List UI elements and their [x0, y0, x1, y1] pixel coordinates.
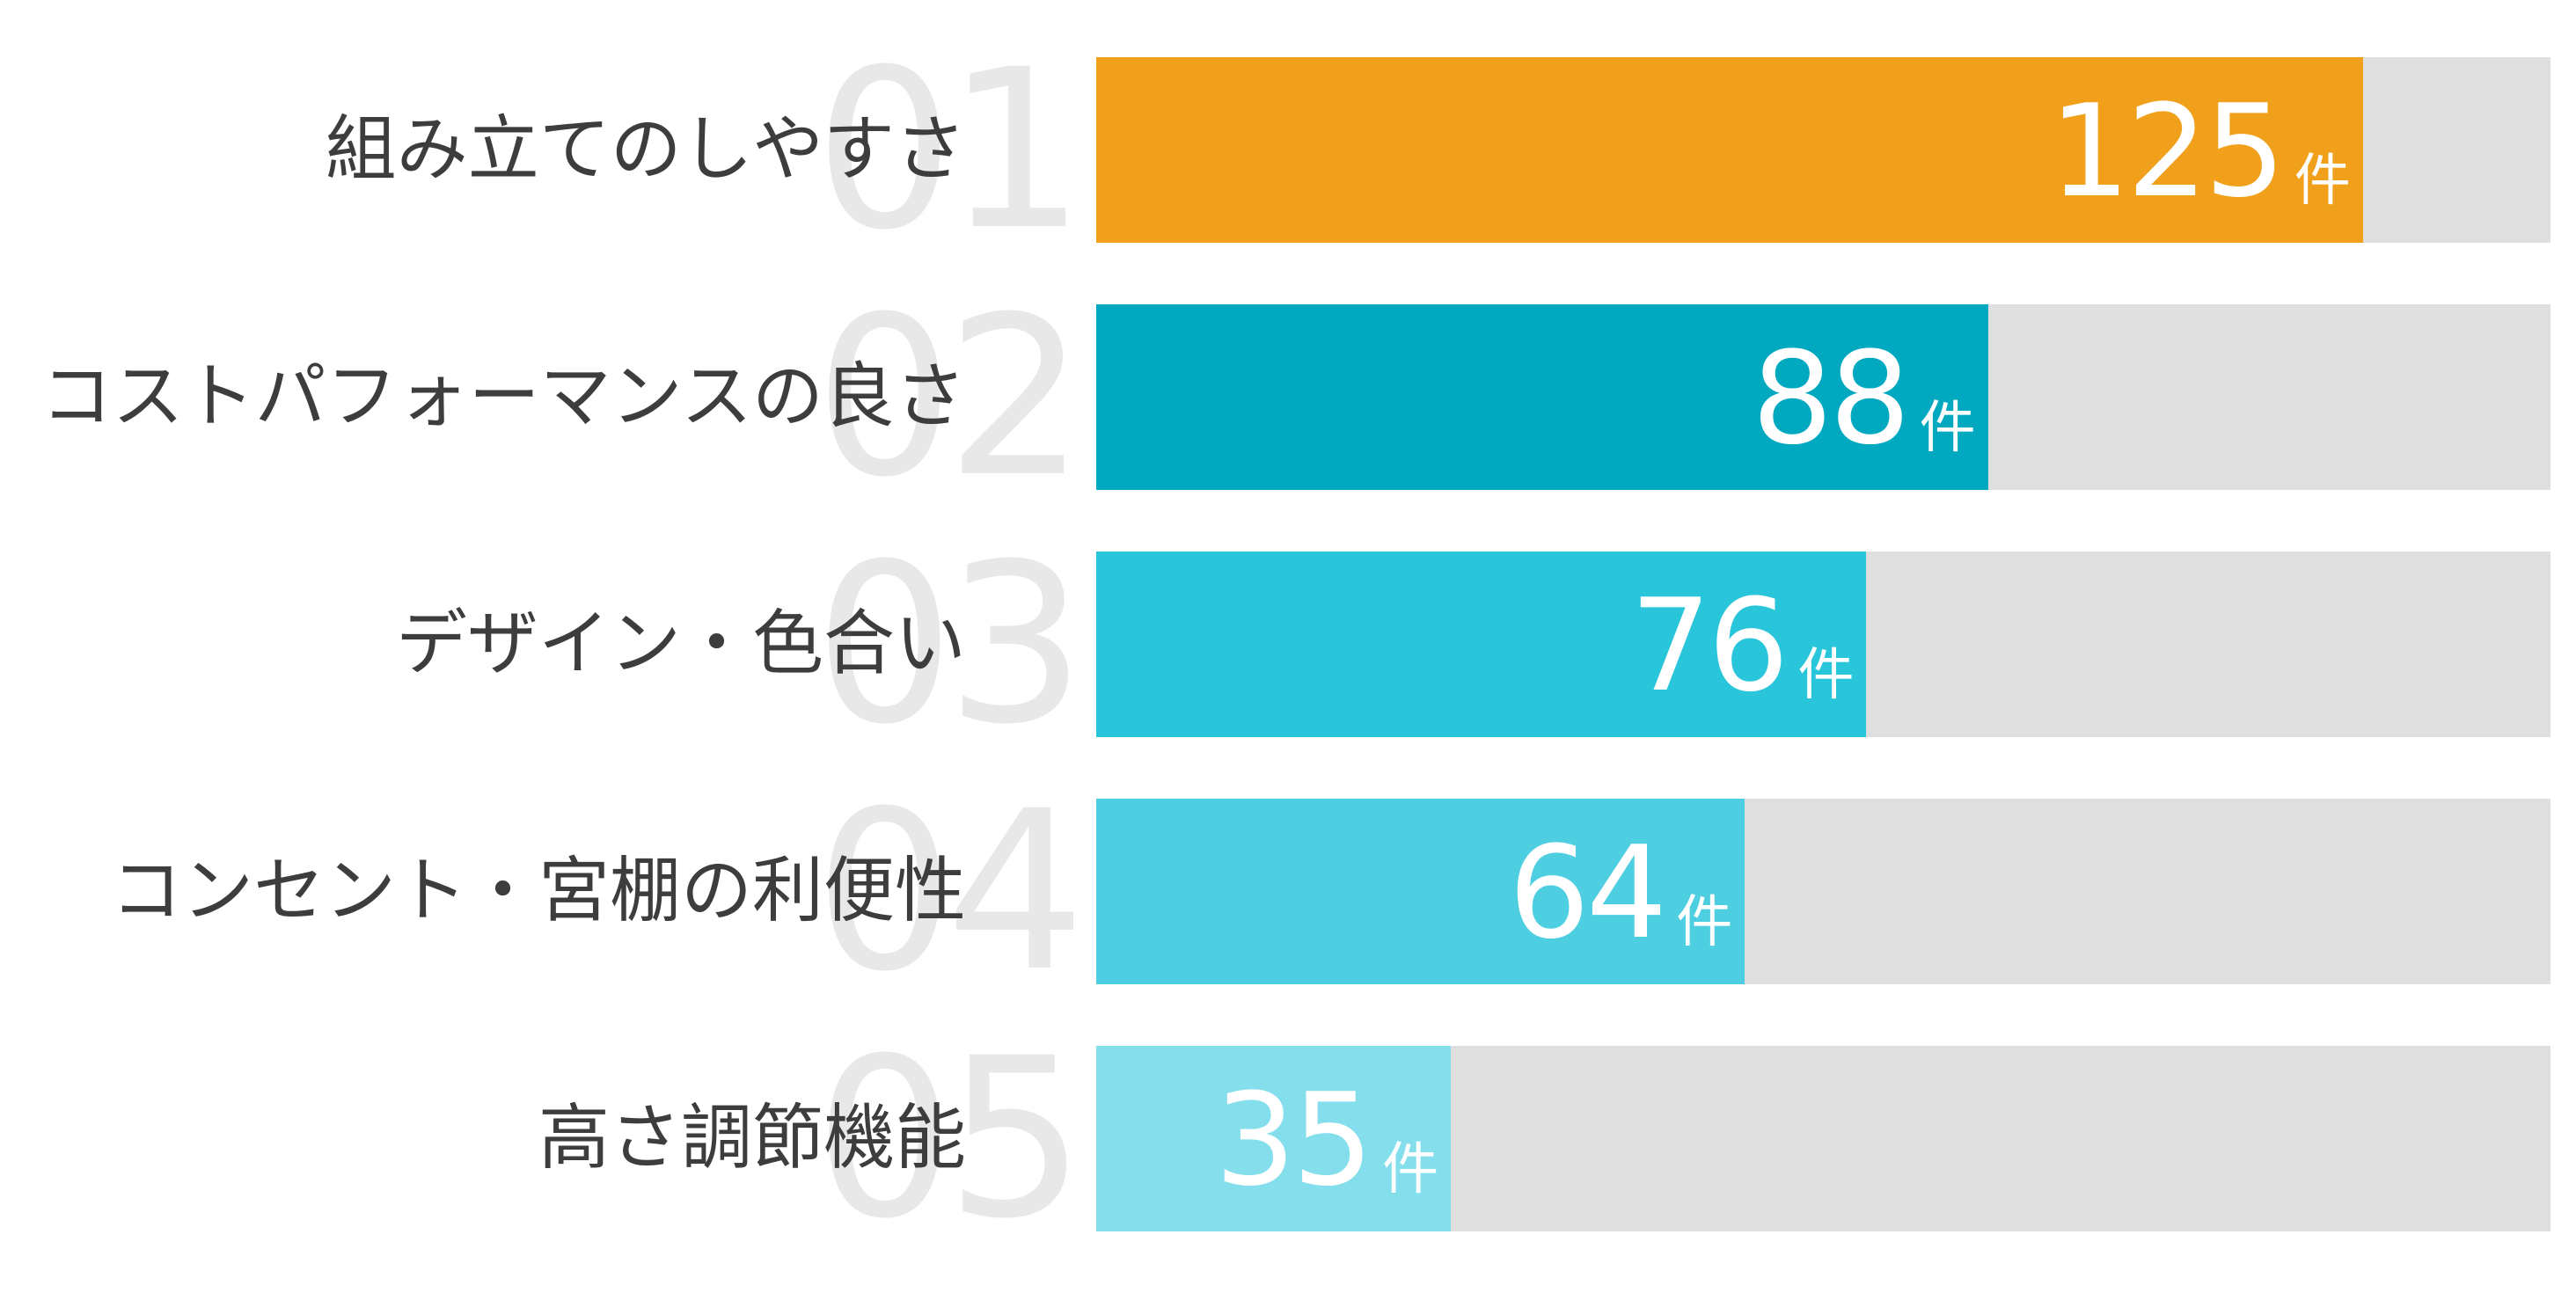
bar-value-unit: 件 — [1382, 1137, 1439, 1202]
bar-value-group: 35 件 — [1215, 1077, 1439, 1204]
rank-number: 01 — [814, 21, 1086, 278]
bar-value-unit: 件 — [1919, 396, 1976, 461]
rank-number: 02 — [814, 268, 1086, 525]
chart-row: 04 コンセント・宮棚の利便性 64 件 — [0, 781, 2576, 1001]
bar-value: 88 — [1752, 325, 1911, 473]
bar-fill: 64 件 — [1096, 799, 1745, 984]
bar-track: 64 件 — [1096, 799, 2550, 984]
category-label: コンセント・宮棚の利便性 — [110, 849, 966, 932]
bar-track: 35 件 — [1096, 1046, 2550, 1231]
bar-track: 125 件 — [1096, 57, 2550, 243]
rank-number: 03 — [814, 515, 1086, 772]
category-label: 高さ調節機能 — [538, 1096, 966, 1180]
category-label-area: 04 コンセント・宮棚の利便性 — [0, 781, 1096, 1001]
category-label: コストパフォーマンスの良さ — [40, 354, 966, 438]
category-label-area: 02 コストパフォーマンスの良さ — [0, 287, 1096, 507]
bar-value-unit: 件 — [2294, 149, 2351, 214]
bar-value-group: 64 件 — [1509, 829, 1733, 957]
chart-row: 03 デザイン・色合い 76 件 — [0, 534, 2576, 754]
bar-value: 35 — [1214, 1066, 1374, 1215]
category-label-area: 05 高さ調節機能 — [0, 1028, 1096, 1248]
bar-fill: 88 件 — [1096, 304, 1988, 490]
bar-fill: 125 件 — [1096, 57, 2363, 243]
category-label: 組み立てのしやすさ — [325, 107, 966, 191]
bar-value-unit: 件 — [1797, 643, 1855, 708]
chart-row: 02 コストパフォーマンスの良さ 88 件 — [0, 287, 2576, 507]
bar-value-group: 88 件 — [1752, 335, 1976, 463]
chart-row: 05 高さ調節機能 35 件 — [0, 1028, 2576, 1248]
category-label: デザイン・色合い — [395, 602, 966, 685]
bar-value: 125 — [2049, 77, 2286, 226]
chart-row: 01 組み立てのしやすさ 125 件 — [0, 40, 2576, 259]
bar-value-group: 76 件 — [1630, 582, 1855, 710]
category-label-area: 01 組み立てのしやすさ — [0, 40, 1096, 259]
bar-value-group: 125 件 — [2049, 88, 2351, 216]
bar-value: 64 — [1508, 819, 1668, 968]
bar-fill: 35 件 — [1096, 1046, 1452, 1231]
bar-value: 76 — [1629, 572, 1789, 720]
bar-track: 88 件 — [1096, 304, 2550, 490]
rank-number: 05 — [814, 1010, 1086, 1267]
category-label-area: 03 デザイン・色合い — [0, 534, 1096, 754]
bar-value-unit: 件 — [1676, 890, 1733, 955]
rank-number: 04 — [814, 763, 1086, 1019]
bar-track: 76 件 — [1096, 552, 2550, 737]
bar-fill: 76 件 — [1096, 552, 1867, 737]
